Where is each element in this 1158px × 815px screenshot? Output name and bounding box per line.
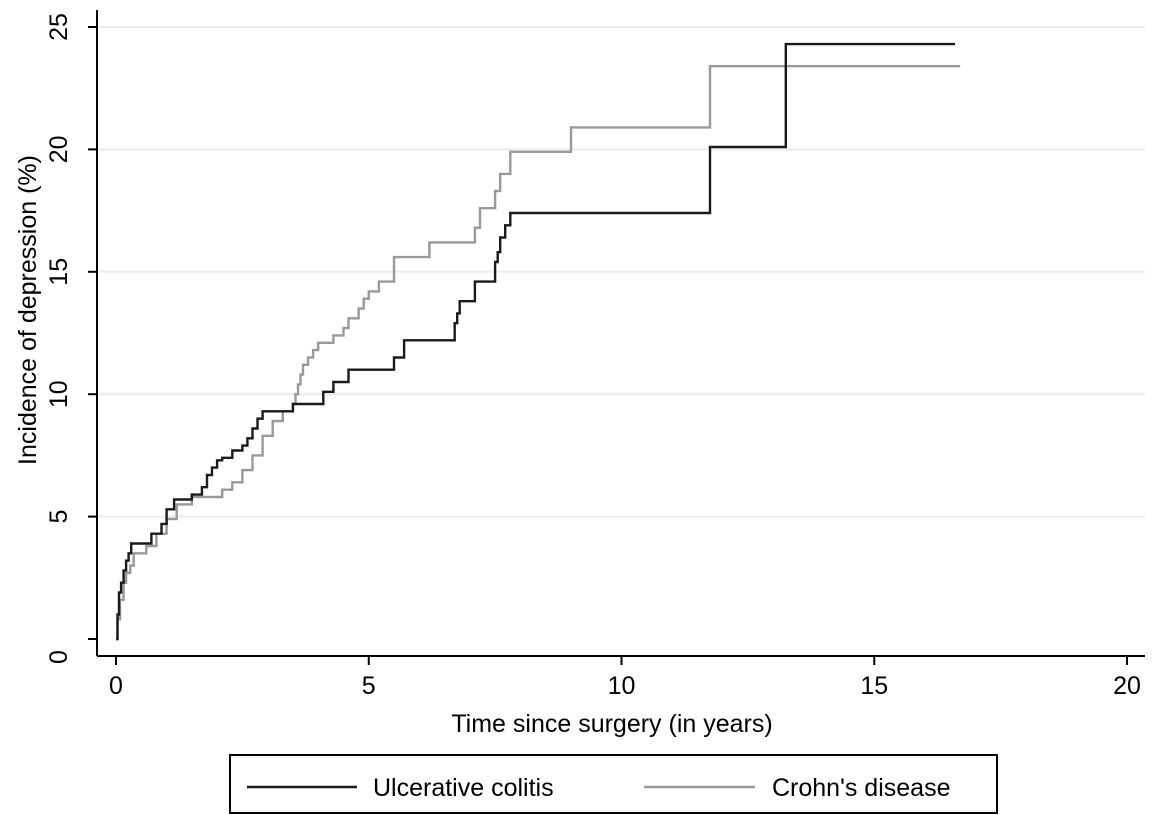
plot-lines (116, 42, 961, 641)
x-tick-label: 15 (860, 672, 888, 700)
y-tick-label: 20 (45, 135, 73, 163)
y-axis-title: Incidence of depression (%) (14, 155, 42, 465)
y-tick-label: 10 (45, 380, 73, 408)
x-tick-label: 5 (362, 672, 376, 700)
axes (88, 10, 1145, 665)
legend: Ulcerative colitis Crohn's disease (229, 754, 998, 814)
x-axis-title: Time since surgery (in years) (451, 710, 772, 738)
series-line-ulcerative-colitis (116, 42, 956, 641)
x-tick-label: 20 (1113, 672, 1141, 700)
tick-labels: 0 5 10 15 20 0 5 10 15 20 25 (45, 13, 1141, 700)
gridlines (97, 26, 1145, 518)
y-tick-label: 15 (45, 258, 73, 286)
legend-label-ulcerative-colitis: Ulcerative colitis (373, 774, 554, 802)
y-tick-label: 25 (45, 13, 73, 41)
y-tick-label: 5 (45, 510, 73, 524)
y-tick-label: 0 (45, 650, 73, 664)
legend-label-crohn-s-disease: Crohn's disease (772, 774, 950, 802)
x-tick-label: 10 (608, 672, 636, 700)
legend-box (229, 754, 998, 814)
series-line-crohn-s-disease (116, 65, 961, 641)
x-tick-label: 0 (109, 672, 123, 700)
